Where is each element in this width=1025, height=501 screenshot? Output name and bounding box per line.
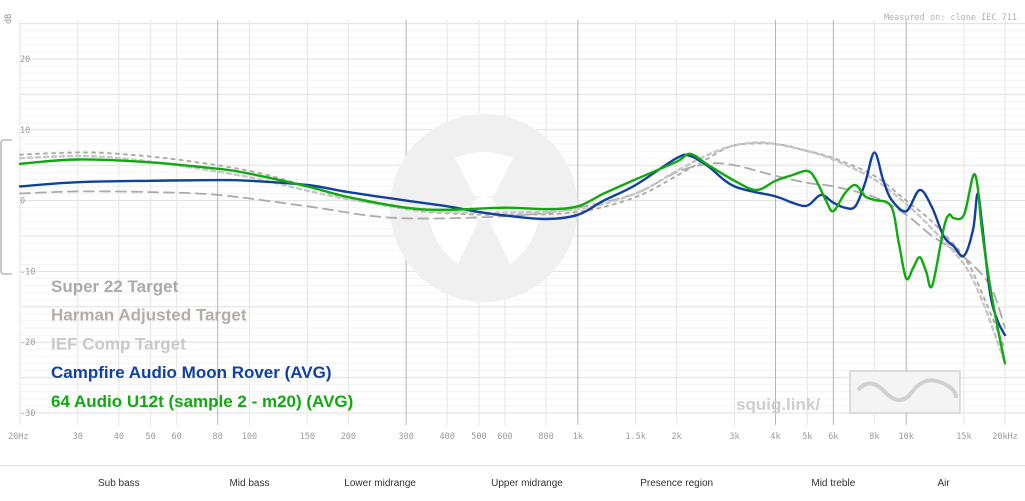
legend-entry: 64 Audio U12t (sample 2 - m20) (AVG) xyxy=(51,392,353,411)
bass-handle-bracket-top xyxy=(0,139,12,200)
y-tick-label: -10 xyxy=(20,267,35,277)
series-line-4 xyxy=(18,152,1007,365)
band-label: Mid treble xyxy=(811,478,856,489)
x-tick-label: 50 xyxy=(146,432,156,442)
x-tick-label: 500 xyxy=(471,432,486,442)
y-tick-label: -20 xyxy=(20,338,35,348)
x-tick-label: 400 xyxy=(439,432,454,442)
series-line-1 xyxy=(19,142,1006,351)
x-tick-label: 300 xyxy=(398,432,413,442)
x-tick-label: 80 xyxy=(213,432,223,442)
x-tick-label: 200 xyxy=(341,432,356,442)
x-tick-label: 5k xyxy=(802,432,812,442)
watermark-text: squig.link/ xyxy=(736,395,820,414)
x-tick-label: 20kHz xyxy=(992,432,1018,442)
x-tick-label: 60 xyxy=(172,432,182,442)
bass-handle-bracket-bottom xyxy=(0,200,12,275)
x-tick-label: 40 xyxy=(114,432,124,442)
series-line-3 xyxy=(18,151,1007,337)
y-tick-label: 0 xyxy=(20,197,25,207)
legend-entry: Super 22 Target xyxy=(51,277,179,296)
series-line-0 xyxy=(19,162,1006,329)
y-axis-unit-label: dB xyxy=(4,14,14,24)
band-label: Presence region xyxy=(640,478,714,489)
band-label: Mid bass xyxy=(229,478,270,489)
x-tick-label: 30 xyxy=(73,432,83,442)
x-tick-label: 2k xyxy=(672,432,682,442)
y-tick-label: 20 xyxy=(20,55,30,65)
axes-labels: 20Hz 30 40 50 60 80 100 150 200 300 400 500 600 800 1k… xyxy=(8,55,1018,442)
x-tick-label: 800 xyxy=(538,432,553,442)
x-tick-label: 15k xyxy=(956,432,971,442)
x-tick-label: 600 xyxy=(497,432,512,442)
x-tick-label: 3k xyxy=(729,432,739,442)
y-tick-label: -30 xyxy=(20,409,35,419)
x-tick-label: 1.5k xyxy=(625,432,645,442)
y-tick-label: 10 xyxy=(20,126,30,136)
legend-entry: Campfire Audio Moon Rover (AVG) xyxy=(51,363,332,382)
band-label: Air xyxy=(937,478,950,489)
frequency-response-graph: squig.link/ 20Hz 30 40 50 60 80 100 150 200 300 40… xyxy=(0,13,1025,442)
series-line-2 xyxy=(18,141,1007,365)
x-tick-label: 4k xyxy=(770,432,780,442)
legend-entry: Harman Adjusted Target xyxy=(51,306,247,325)
x-tick-label: 1k xyxy=(573,432,583,442)
x-tick-label: 10k xyxy=(898,432,913,442)
x-tick-label: 150 xyxy=(300,432,315,442)
grid xyxy=(19,20,1025,425)
watermark-squiggle-logo xyxy=(849,370,961,414)
frequency-band-labels: Sub bass Mid bass Lower midrange Upper midr… xyxy=(0,465,1025,501)
band-label: Upper midrange xyxy=(491,478,563,489)
bass-handle[interactable] xyxy=(0,139,12,275)
x-tick-label: 100 xyxy=(242,432,257,442)
measured-on-label: Measured on: clone IEC 711 xyxy=(884,13,1017,23)
legend-entry: IEF Comp Target xyxy=(51,334,186,353)
legend: Super 22 Target Harman Adjusted Target IEF… xyxy=(51,277,353,411)
x-tick-label: 20Hz xyxy=(8,432,28,442)
x-tick-label: 6k xyxy=(828,432,838,442)
band-label: Lower midrange xyxy=(344,478,416,489)
band-label: Sub bass xyxy=(97,478,140,489)
x-tick-label: 8k xyxy=(869,432,879,442)
series-curves xyxy=(18,141,1007,365)
